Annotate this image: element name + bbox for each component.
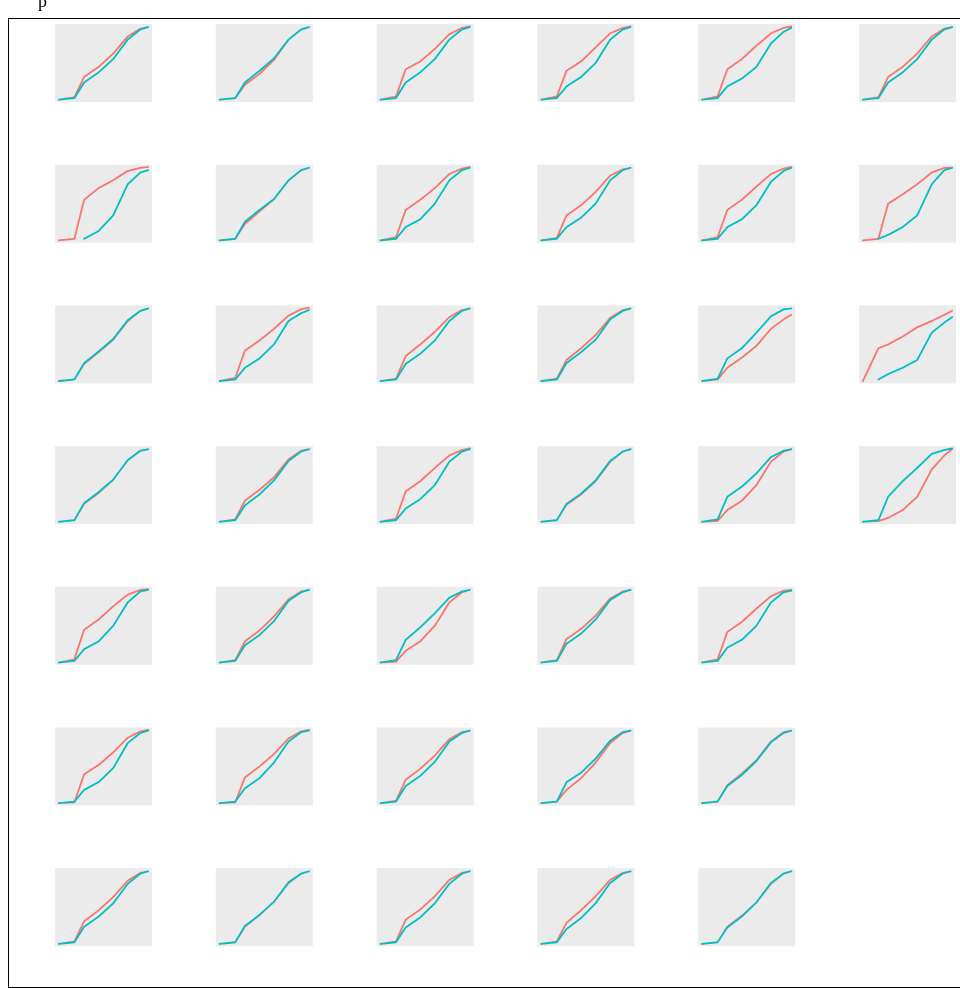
series-line bbox=[701, 166, 793, 242]
series-line bbox=[379, 166, 471, 242]
panel-background bbox=[537, 868, 635, 947]
series-line bbox=[57, 728, 150, 805]
series-line bbox=[379, 307, 471, 382]
panel-background bbox=[376, 727, 474, 806]
series-line bbox=[218, 870, 310, 945]
series-line bbox=[379, 26, 471, 101]
series-line bbox=[379, 729, 471, 805]
panel-background bbox=[55, 727, 152, 806]
panel-background bbox=[859, 305, 956, 384]
series-line bbox=[701, 27, 793, 101]
panel-background bbox=[55, 868, 152, 947]
series-line bbox=[218, 26, 310, 101]
panel-background bbox=[376, 586, 474, 665]
panel-background bbox=[859, 446, 956, 525]
series-line bbox=[861, 448, 954, 523]
panel-background bbox=[215, 305, 313, 384]
series-line bbox=[540, 870, 632, 945]
series-line bbox=[877, 316, 954, 381]
series-line bbox=[540, 26, 632, 101]
series-line bbox=[540, 729, 632, 805]
panel-background bbox=[537, 24, 635, 102]
series-line bbox=[379, 25, 471, 101]
series-line bbox=[57, 166, 150, 242]
series-line bbox=[57, 588, 150, 664]
series-line bbox=[218, 306, 310, 382]
series-line bbox=[701, 166, 793, 242]
series-line bbox=[540, 448, 632, 523]
series-line bbox=[701, 589, 793, 664]
panel-background bbox=[376, 446, 474, 525]
series-line bbox=[540, 870, 632, 945]
panel-background bbox=[698, 727, 796, 806]
series-line bbox=[218, 589, 310, 664]
series-line bbox=[379, 166, 471, 242]
series-line bbox=[701, 25, 793, 101]
series-line bbox=[379, 307, 471, 382]
panel-background bbox=[376, 305, 474, 384]
panel-background bbox=[376, 868, 474, 947]
series-line bbox=[861, 309, 954, 382]
panel-background bbox=[376, 24, 474, 102]
panel-background bbox=[215, 164, 313, 243]
series-line bbox=[379, 589, 471, 664]
series-line bbox=[379, 870, 471, 945]
series-line bbox=[877, 166, 954, 240]
panel-background bbox=[215, 727, 313, 806]
series-line bbox=[701, 313, 793, 382]
series-line bbox=[218, 448, 310, 523]
series-line bbox=[861, 447, 954, 523]
panel-background bbox=[859, 164, 956, 243]
series-line bbox=[540, 307, 632, 382]
series-line bbox=[57, 448, 150, 523]
panel-background bbox=[55, 446, 152, 525]
series-line bbox=[540, 166, 632, 242]
series-line bbox=[57, 26, 150, 101]
series-line bbox=[218, 729, 310, 805]
header-text: p bbox=[38, 0, 47, 11]
panel-background bbox=[698, 164, 796, 243]
series-line bbox=[218, 309, 310, 382]
panel-background bbox=[698, 586, 796, 665]
panel-background bbox=[537, 727, 635, 806]
series-line bbox=[701, 729, 793, 805]
series-line bbox=[701, 448, 793, 523]
series-line bbox=[379, 870, 471, 945]
series-line bbox=[540, 166, 632, 242]
series-line bbox=[379, 447, 471, 523]
panel-background bbox=[537, 446, 635, 525]
series-line bbox=[379, 589, 471, 664]
panel-background bbox=[55, 586, 152, 665]
panel-background bbox=[698, 868, 796, 947]
series-line bbox=[57, 589, 150, 664]
panel-background bbox=[215, 24, 313, 102]
series-line bbox=[379, 448, 471, 523]
panel-background bbox=[55, 305, 152, 384]
series-line bbox=[540, 589, 632, 664]
series-line bbox=[861, 166, 954, 242]
panel-background bbox=[537, 586, 635, 665]
series-line bbox=[861, 26, 954, 101]
series-line bbox=[218, 166, 310, 242]
series-line bbox=[57, 870, 150, 945]
panel-background bbox=[215, 868, 313, 947]
series-line bbox=[701, 307, 793, 382]
panel-background bbox=[698, 446, 796, 525]
series-line bbox=[701, 870, 793, 945]
series-line bbox=[57, 729, 150, 805]
series-line bbox=[83, 169, 150, 240]
panel-background bbox=[537, 164, 635, 243]
series-line bbox=[57, 307, 150, 382]
series-line bbox=[540, 25, 632, 101]
series-line bbox=[701, 589, 793, 664]
series-line bbox=[701, 448, 793, 523]
panel-background bbox=[376, 164, 474, 243]
